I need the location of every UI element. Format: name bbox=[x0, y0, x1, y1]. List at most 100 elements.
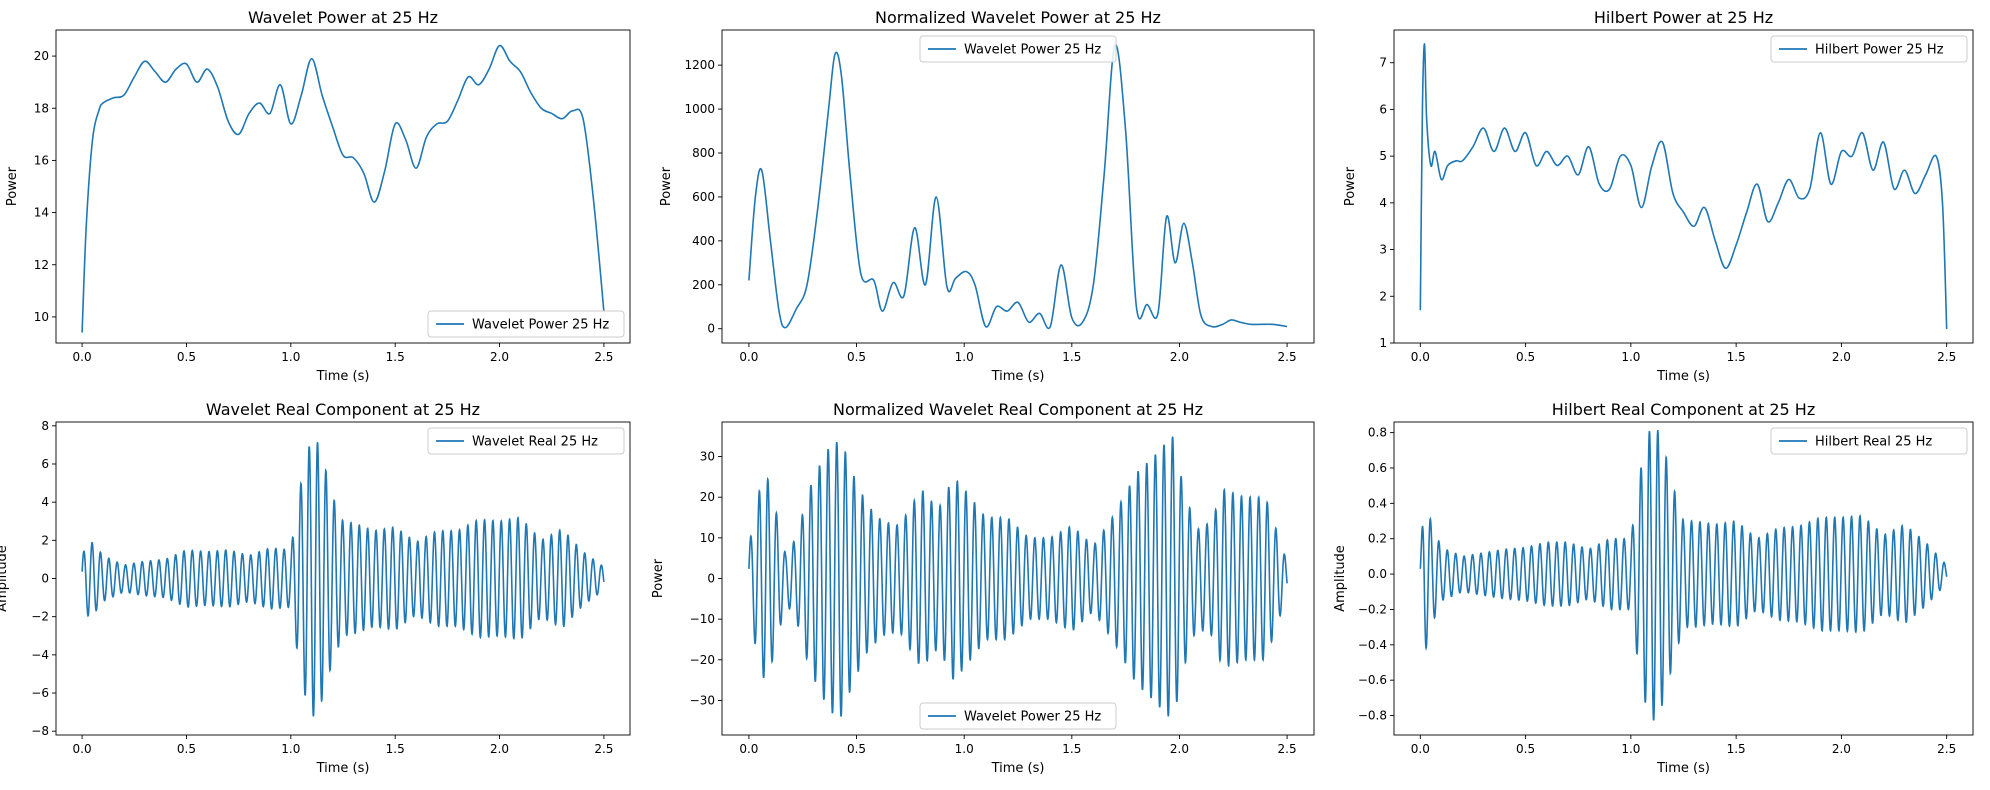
y-tick-label: −0.6 bbox=[1358, 673, 1387, 687]
chart-title: Wavelet Power at 25 Hz bbox=[248, 8, 438, 27]
y-tick-label: 6 bbox=[1379, 102, 1387, 116]
legend-label: Hilbert Power 25 Hz bbox=[1815, 43, 1944, 58]
y-tick-label: −0.8 bbox=[1358, 709, 1387, 723]
y-axis-label: Amplitude bbox=[1333, 545, 1348, 612]
x-tick-label: 0.5 bbox=[177, 742, 196, 756]
chart-panel-5: 0.0 0.5 1.0 1.5 2.0 2.5 −30 −20 −10 0 10 20 30 Normal… bbox=[651, 400, 1315, 776]
legend-box bbox=[1770, 427, 1968, 455]
x-tick-label: 2.5 bbox=[1937, 350, 1956, 364]
y-tick-label: 600 bbox=[692, 190, 715, 204]
x-tick-label: 0.0 bbox=[739, 350, 758, 364]
y-tick-label: 0.2 bbox=[1368, 532, 1387, 546]
y-tick-label: 800 bbox=[692, 146, 715, 160]
series-line bbox=[81, 441, 605, 717]
y-tick-label: 1200 bbox=[684, 58, 715, 72]
y-tick-label: 18 bbox=[34, 101, 49, 115]
legend-label: Wavelet Power 25 Hz bbox=[964, 43, 1101, 58]
x-axis-label: Time (s) bbox=[1656, 761, 1710, 776]
y-tick-label: 400 bbox=[692, 234, 715, 248]
legend-box bbox=[919, 702, 1117, 730]
x-tick-label: 1.0 bbox=[281, 742, 300, 756]
x-tick-label: 2.5 bbox=[594, 742, 613, 756]
legend-label: Wavelet Power 25 Hz bbox=[964, 710, 1101, 725]
y-tick-label: 0.6 bbox=[1368, 461, 1387, 475]
x-tick-label: 1.5 bbox=[1727, 350, 1746, 364]
series-line bbox=[81, 44, 605, 333]
x-tick-label: 2.5 bbox=[1278, 350, 1297, 364]
y-tick-label: 30 bbox=[700, 450, 715, 464]
axes-frame bbox=[1393, 29, 1974, 344]
y-tick-label: −0.2 bbox=[1358, 602, 1387, 616]
y-tick-label: 6 bbox=[41, 457, 49, 471]
legend-box bbox=[427, 310, 625, 338]
y-tick-label: −30 bbox=[690, 693, 715, 707]
y-tick-label: 2 bbox=[41, 533, 49, 547]
y-tick-label: −2 bbox=[31, 610, 49, 624]
legend-box bbox=[427, 427, 625, 455]
y-tick-label: 10 bbox=[700, 531, 715, 545]
y-tick-label: 1 bbox=[1379, 336, 1387, 350]
x-tick-label: 1.5 bbox=[1727, 742, 1746, 756]
x-tick-label: 1.0 bbox=[281, 350, 300, 364]
x-tick-label: 1.0 bbox=[955, 350, 974, 364]
x-tick-label: 0.0 bbox=[1411, 350, 1430, 364]
x-tick-label: 2.0 bbox=[1170, 350, 1189, 364]
y-axis-label: Power bbox=[5, 166, 20, 206]
legend: Wavelet Power 25 Hz bbox=[919, 702, 1117, 730]
x-axis-label: Time (s) bbox=[316, 369, 370, 384]
y-tick-label: 10 bbox=[34, 310, 49, 324]
x-axis-label: Time (s) bbox=[991, 761, 1045, 776]
axes-frame bbox=[55, 421, 631, 736]
x-tick-label: 2.0 bbox=[1170, 742, 1189, 756]
x-tick-label: 1.5 bbox=[386, 742, 405, 756]
y-tick-label: 8 bbox=[41, 419, 49, 433]
x-tick-label: 2.5 bbox=[594, 350, 613, 364]
x-tick-label: 0.5 bbox=[1516, 742, 1535, 756]
legend: Hilbert Power 25 Hz bbox=[1770, 35, 1968, 63]
y-tick-label: 2 bbox=[1379, 289, 1387, 303]
x-tick-label: 0.0 bbox=[73, 742, 92, 756]
chart-title: Hilbert Real Component at 25 Hz bbox=[1552, 400, 1815, 419]
chart-title: Wavelet Real Component at 25 Hz bbox=[206, 400, 480, 419]
y-tick-label: 0.4 bbox=[1368, 496, 1387, 510]
series-line bbox=[1419, 43, 1948, 330]
x-tick-label: 2.5 bbox=[1937, 742, 1956, 756]
chart-panel-6: 0.0 0.5 1.0 1.5 2.0 2.5 −0.8 −0.6 −0.4 −0.2 0.0 0.2… bbox=[1333, 400, 1974, 776]
y-tick-label: 1000 bbox=[684, 102, 715, 116]
legend-box bbox=[1770, 35, 1968, 63]
y-tick-label: 4 bbox=[41, 495, 49, 509]
y-tick-label: −0.4 bbox=[1358, 638, 1387, 652]
chart-panel-1: 0.0 0.5 1.0 1.5 2.0 2.5 10 12 14 16 18 20 Wavelet Po… bbox=[5, 8, 631, 384]
y-axis-label: Amplitude bbox=[0, 545, 10, 612]
y-axis-label: Power bbox=[1343, 166, 1358, 206]
y-tick-label: 3 bbox=[1379, 243, 1387, 257]
x-tick-label: 2.0 bbox=[490, 350, 509, 364]
x-tick-label: 2.5 bbox=[1278, 742, 1297, 756]
y-tick-label: −8 bbox=[31, 724, 49, 738]
y-tick-label: 14 bbox=[34, 206, 49, 220]
y-tick-label: 200 bbox=[692, 278, 715, 292]
y-tick-label: 4 bbox=[1379, 196, 1387, 210]
axes-frame bbox=[721, 421, 1315, 736]
x-tick-label: 2.0 bbox=[1832, 742, 1851, 756]
y-axis-label: Power bbox=[659, 166, 674, 206]
y-tick-label: 20 bbox=[700, 490, 715, 504]
legend: Hilbert Real 25 Hz bbox=[1770, 427, 1968, 455]
x-axis-label: Time (s) bbox=[1656, 369, 1710, 384]
chart-title: Hilbert Power at 25 Hz bbox=[1594, 8, 1773, 27]
legend-box bbox=[919, 35, 1117, 63]
legend: Wavelet Real 25 Hz bbox=[427, 427, 625, 455]
legend-label: Hilbert Real 25 Hz bbox=[1815, 435, 1932, 450]
y-tick-label: 0.0 bbox=[1368, 567, 1387, 581]
x-axis-label: Time (s) bbox=[991, 369, 1045, 384]
chart-title: Normalized Wavelet Real Component at 25 … bbox=[833, 400, 1203, 419]
y-tick-label: −4 bbox=[31, 648, 49, 662]
chart-title: Normalized Wavelet Power at 25 Hz bbox=[875, 8, 1161, 27]
legend-label: Wavelet Power 25 Hz bbox=[472, 318, 609, 333]
y-tick-label: 20 bbox=[34, 49, 49, 63]
axes-frame bbox=[55, 29, 631, 344]
y-tick-label: 16 bbox=[34, 153, 49, 167]
y-tick-label: 0 bbox=[707, 572, 715, 586]
x-tick-label: 2.0 bbox=[1832, 350, 1851, 364]
